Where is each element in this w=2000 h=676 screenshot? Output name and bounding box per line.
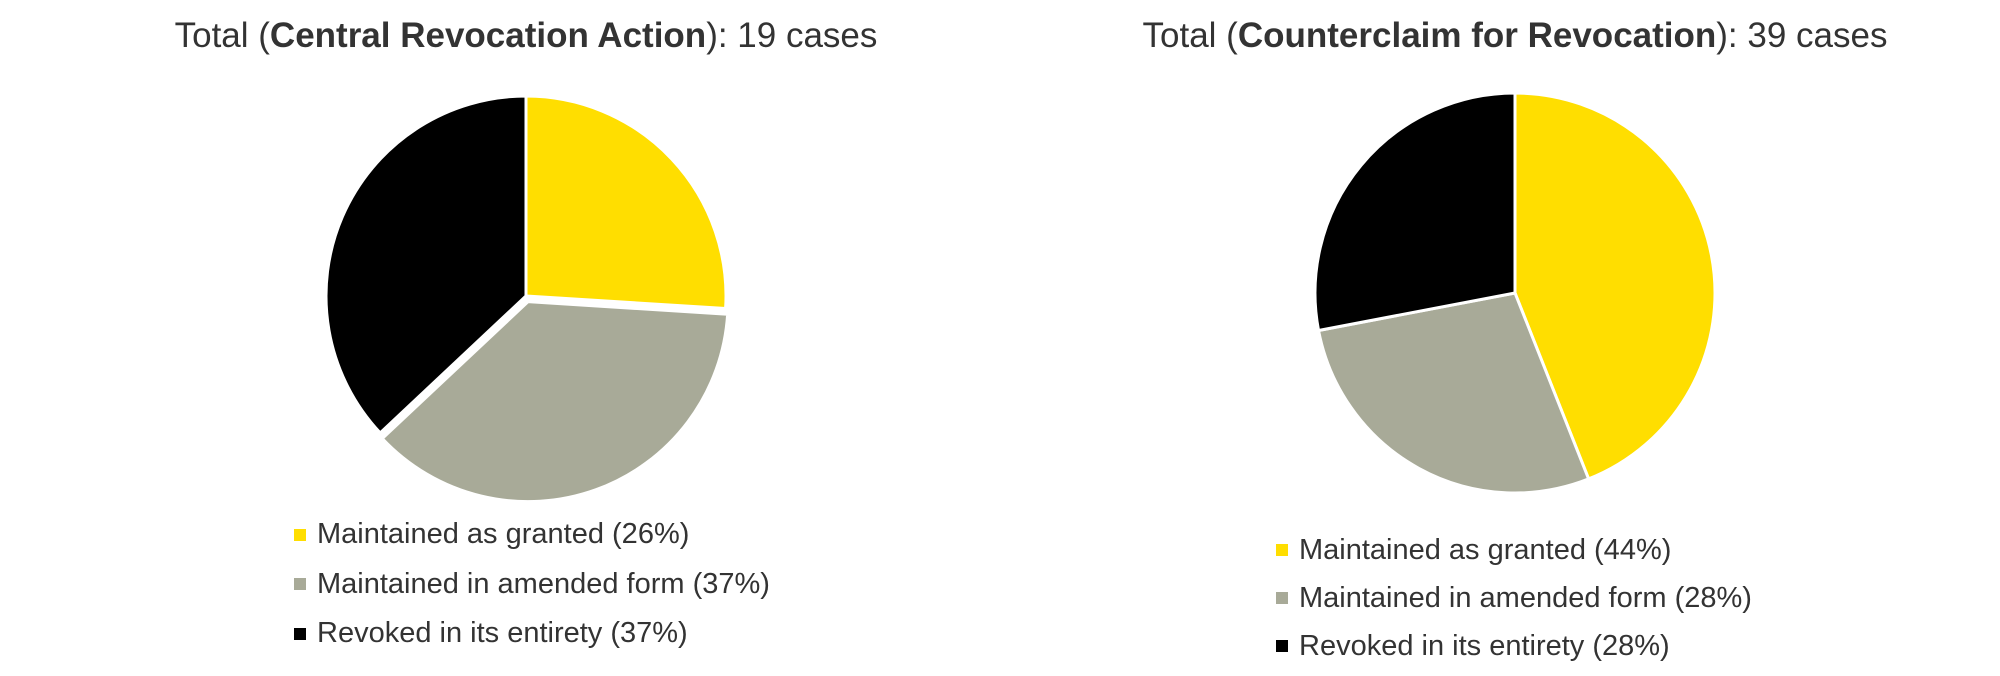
chart-2-title: Total (Counterclaim for Revocation): 39 … bbox=[1143, 16, 1888, 56]
chart-1-title-prefix: Total ( bbox=[174, 16, 270, 55]
legend-item-maintained-as-granted: Maintained as granted (44%) bbox=[1276, 526, 1752, 574]
legend-label: Revoked in its entirety (28%) bbox=[1299, 630, 1670, 662]
legend-swatch-black bbox=[294, 627, 306, 640]
legend-label: Maintained in amended form (37%) bbox=[317, 567, 770, 600]
pie-slice-maintained-as-granted bbox=[1513, 91, 1717, 481]
legend-item-maintained-amended: Maintained in amended form (37%) bbox=[294, 560, 770, 610]
legend-item-maintained-amended: Maintained in amended form (28%) bbox=[1276, 574, 1752, 622]
legend-swatch-gray bbox=[1276, 592, 1288, 604]
legend-swatch-black bbox=[1276, 640, 1288, 652]
chart-1-title-bold: Central Revocation Action bbox=[269, 16, 707, 55]
legend-item-maintained-as-granted: Maintained as granted (26%) bbox=[294, 510, 770, 560]
pie-slice-revoked-in-its-entirety bbox=[324, 94, 528, 435]
chart-2-legend: Maintained as granted (44%) Maintained i… bbox=[1276, 526, 1752, 670]
legend-swatch-yellow bbox=[294, 528, 306, 541]
pie-slice-maintained-in-amended-form bbox=[1317, 291, 1591, 495]
chart-2-title-prefix: Total ( bbox=[1142, 16, 1238, 55]
chart-1-title-suffix: ): 19 cases bbox=[706, 16, 878, 55]
legend-label: Revoked in its entirety (37%) bbox=[317, 617, 688, 649]
legend-item-revoked: Revoked in its entirety (28%) bbox=[1276, 622, 1752, 670]
legend-item-revoked: Revoked in its entirety (37%) bbox=[294, 609, 770, 659]
legend-label: Maintained in amended form (28%) bbox=[1299, 582, 1752, 614]
legend-swatch-yellow bbox=[1276, 544, 1288, 556]
pie-slice-maintained-as-granted bbox=[524, 94, 728, 311]
legend-label: Maintained as granted (26%) bbox=[317, 518, 690, 550]
chart-2-title-suffix: ): 39 cases bbox=[1716, 16, 1888, 55]
legend-swatch-gray bbox=[294, 578, 306, 591]
pie-slice-maintained-in-amended-form bbox=[380, 300, 730, 504]
pie-slice-revoked-in-its-entirety bbox=[1313, 91, 1517, 332]
chart-2-title-bold: Counterclaim for Revocation bbox=[1237, 16, 1717, 55]
legend-label: Maintained as granted (44%) bbox=[1299, 534, 1672, 566]
chart-1-legend: Maintained as granted (26%) Maintained i… bbox=[294, 510, 770, 659]
chart-1-title: Total (Central Revocation Action): 19 ca… bbox=[175, 16, 878, 56]
